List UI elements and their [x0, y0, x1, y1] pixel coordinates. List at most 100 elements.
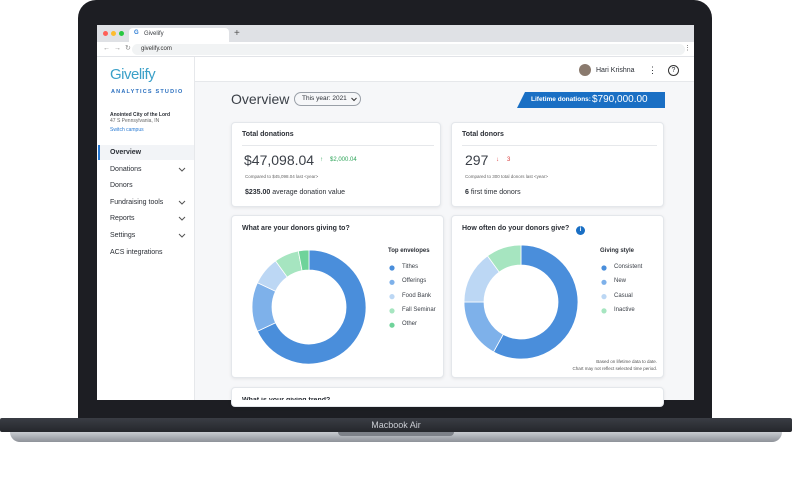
chevron[interactable] [178, 233, 186, 239]
divider [242, 145, 434, 146]
legend-title: Giving style [600, 248, 635, 254]
donut-segment [463, 301, 504, 353]
help-icon[interactable]: ? [668, 65, 679, 76]
legend-swatch [601, 308, 607, 314]
card-stat-row: $235.00 average donation value [245, 189, 345, 196]
tab[interactable] [129, 28, 229, 42]
card-stat: 6 [465, 189, 469, 196]
legend-title: Top envelopes [388, 248, 430, 254]
legend-label: Other [402, 321, 418, 328]
card-value: 297 [465, 152, 489, 168]
legend-label: New [614, 278, 627, 285]
legend-label: Inactive [614, 306, 635, 313]
period-text: This year: 2021 [302, 95, 347, 102]
legend-label: Casual [614, 292, 633, 299]
chart-title: What are your donors giving to? [242, 225, 350, 232]
logo-subtitle: ANALYTICS STUDIO [111, 89, 184, 95]
chart-note: Based on lifetime data to date. [596, 359, 657, 364]
user-name[interactable]: Hari Krishna [596, 67, 635, 74]
laptop-label: Macbook Air [371, 420, 421, 430]
laptop-notch [338, 432, 454, 436]
lifetime-banner [517, 92, 665, 108]
logo[interactable]: Givelify [110, 66, 156, 83]
legend-label: Fall Seminar [402, 306, 436, 313]
url: givelify.com [141, 46, 172, 52]
window-minimize[interactable] [111, 31, 116, 36]
switch-campus[interactable]: Switch campus [110, 127, 144, 133]
laptop-hinge [0, 418, 792, 432]
nav-active-bg [98, 145, 194, 160]
donut-segment [297, 249, 310, 272]
nav-item[interactable]: Donors [110, 182, 133, 189]
card-stat-label: first time donors [470, 189, 521, 196]
menu-dots[interactable]: ⋮ [648, 65, 657, 75]
divider [462, 145, 657, 146]
legend-swatch [601, 294, 607, 300]
trend-title: What is your giving trend? [242, 397, 330, 400]
nav-item[interactable]: Fundraising tools [110, 199, 164, 206]
tab-title: Givelify [144, 31, 164, 37]
card-compare: Compared to 300 total donors last <year> [465, 174, 549, 179]
change-arrow: ↓ [496, 157, 499, 163]
legend-swatch [389, 308, 395, 314]
card-stat-row: 6 first time donors [465, 189, 521, 196]
donut-segment [486, 244, 522, 273]
nav-item[interactable]: ACS integrations [110, 249, 163, 256]
chart-title: How often do your donors give? [462, 225, 570, 232]
tab-bar [97, 25, 694, 42]
chart-note: Chart may not reflect selected time peri… [572, 366, 657, 371]
legend-label: Tithes [402, 264, 419, 270]
legend-label: Food Bank [402, 292, 432, 299]
period-select[interactable]: This year: 2021 [294, 92, 361, 106]
card-change: $2,000.04 [330, 157, 357, 163]
top-bar [195, 57, 694, 82]
card-change: 3 [507, 157, 511, 163]
new-tab[interactable]: + [234, 28, 240, 39]
change-arrow: ↑ [320, 157, 323, 163]
nav-item[interactable]: Settings [110, 232, 136, 239]
card-stat-label: average donation value [272, 189, 346, 196]
org-address: 47 S Pennsylvania, IN [110, 118, 160, 124]
avatar[interactable] [579, 64, 591, 76]
window-maximize[interactable] [119, 31, 124, 36]
lifetime-label: Lifetime donations: [531, 96, 591, 103]
period-chevron [351, 97, 357, 102]
trend-card [231, 387, 664, 407]
legend-swatch [601, 279, 607, 285]
donut-segment [256, 249, 367, 365]
donut-segment [492, 244, 579, 360]
page-title: Overview [231, 91, 290, 107]
org-name: Anointed City of the Lord [110, 112, 170, 118]
nav-item[interactable]: Donations [110, 166, 142, 173]
chevron[interactable] [178, 200, 186, 206]
card-stat: $235.00 [245, 189, 271, 196]
nav-item[interactable]: Overview [110, 149, 142, 156]
browser-menu[interactable]: ⋮ [684, 45, 691, 52]
card [231, 122, 441, 207]
legend-swatch [601, 265, 607, 271]
card-compare: Compared to $45,098.04 last <year> [245, 174, 319, 179]
nav-item[interactable]: Reports [110, 215, 135, 222]
window-close[interactable] [103, 31, 108, 36]
card [451, 122, 664, 207]
legend-swatch [389, 322, 395, 328]
legend-swatch [389, 265, 395, 271]
card-title: Total donations [242, 131, 294, 138]
laptop-base [10, 432, 782, 442]
legend-label: Consistent [614, 264, 643, 270]
chevron[interactable] [178, 216, 186, 222]
nav-buttons[interactable]: ←→↻ [103, 45, 135, 52]
legend-label: Offerings [402, 278, 427, 285]
legend-swatch [389, 294, 395, 300]
tab-icon: G [134, 30, 139, 36]
card-title: Total donors [462, 131, 504, 138]
chevron[interactable] [178, 167, 186, 173]
address-bar[interactable] [132, 44, 685, 55]
lifetime-value: $790,000.00 [592, 94, 648, 105]
legend-swatch [389, 279, 395, 285]
card-value: $47,098.04 [244, 152, 315, 168]
sidebar [97, 57, 195, 400]
info-icon[interactable]: i [576, 226, 585, 235]
